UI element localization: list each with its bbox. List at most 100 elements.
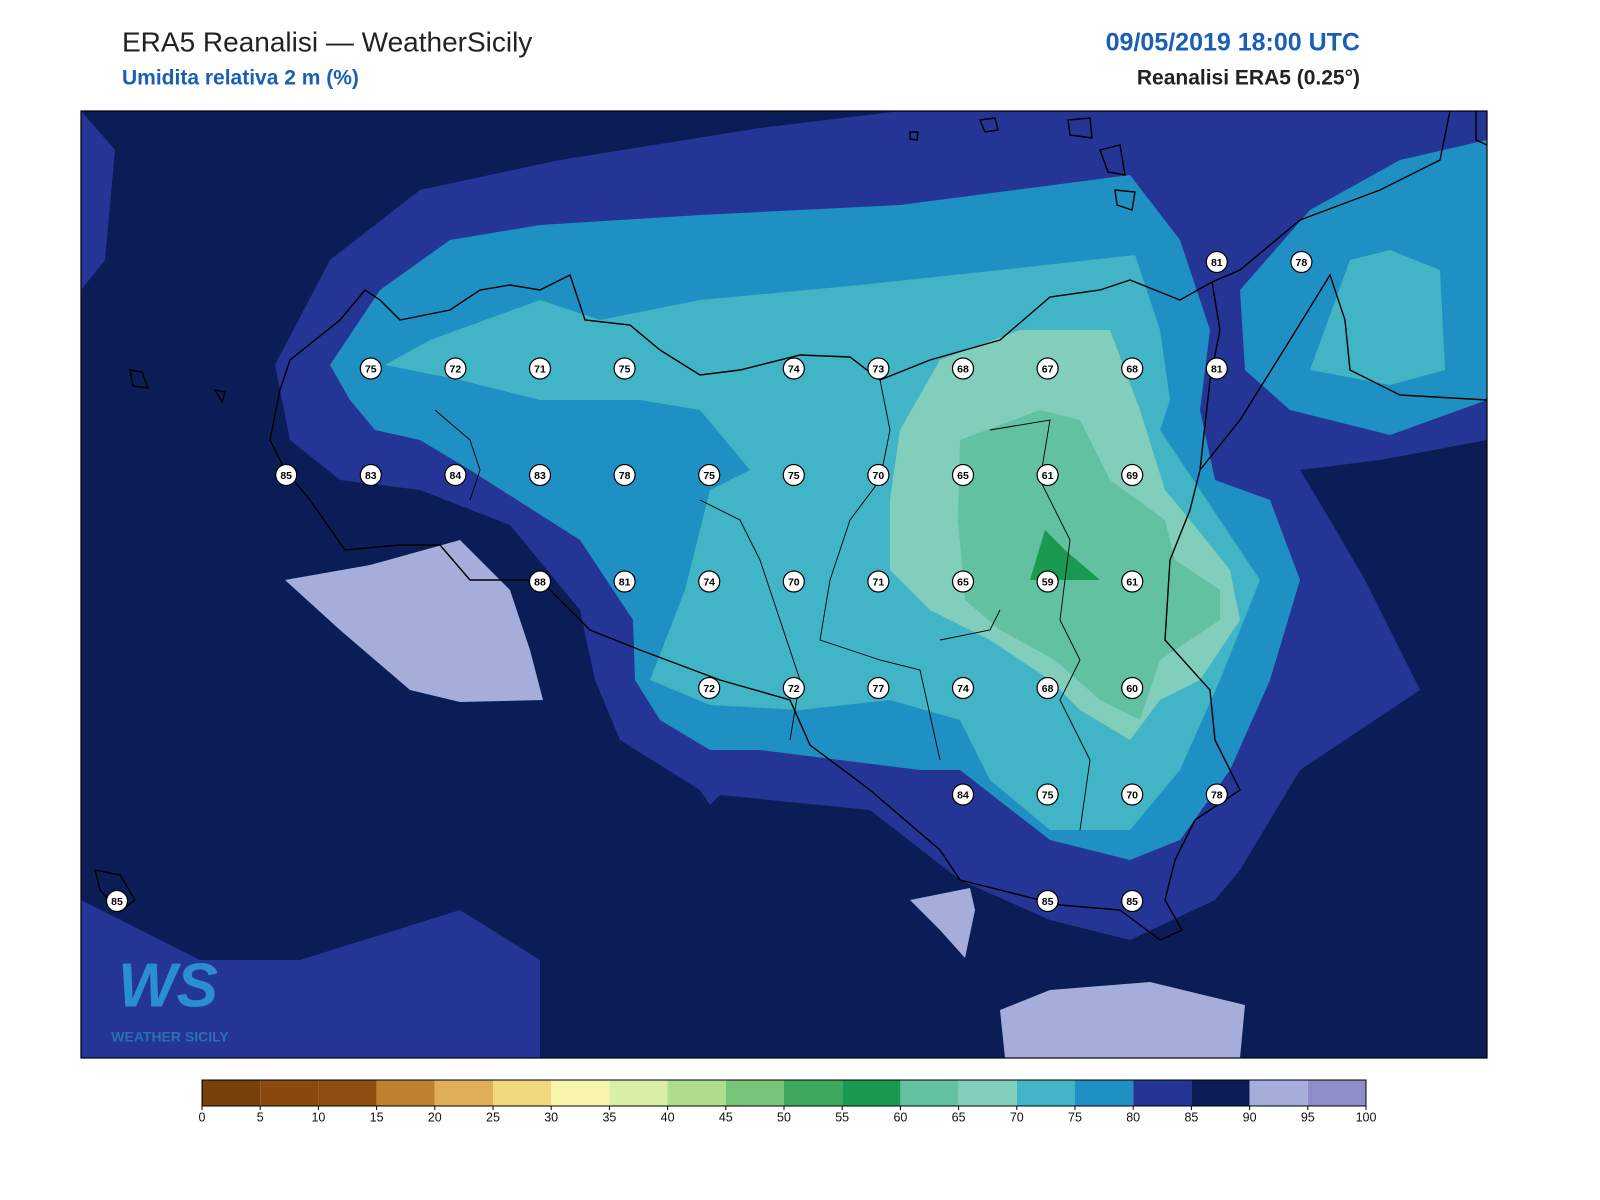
station-marker — [782, 463, 805, 487]
colorbar-bin — [318, 1080, 377, 1106]
station-marker — [444, 463, 467, 487]
station-value: 81 — [1211, 257, 1223, 269]
colorbar-bin — [202, 1080, 261, 1106]
station-value: 69 — [1126, 470, 1138, 482]
station-marker — [1036, 463, 1059, 487]
station-value: 73 — [873, 363, 885, 375]
colorbar-bin — [1191, 1080, 1250, 1106]
station-value: 75 — [788, 470, 800, 482]
station-marker — [1121, 676, 1144, 700]
station-marker — [275, 463, 298, 487]
colorbar-tick-label: 0 — [199, 1110, 206, 1124]
colorbar-tick-label: 90 — [1243, 1110, 1257, 1124]
station-value: 65 — [957, 576, 969, 588]
station-marker — [698, 463, 721, 487]
station-marker — [1205, 783, 1228, 806]
colorbar-tick-label: 20 — [428, 1110, 442, 1124]
station-marker — [444, 357, 467, 380]
station-value: 72 — [788, 683, 800, 695]
station-marker — [613, 463, 636, 487]
station-marker — [1036, 889, 1059, 913]
colorbar-tick-label: 100 — [1356, 1110, 1377, 1124]
colorbar-bin — [1016, 1080, 1075, 1106]
colorbar-bin — [260, 1080, 319, 1106]
station-marker — [867, 570, 890, 593]
station-marker — [359, 357, 382, 380]
colorbar-bin — [493, 1080, 552, 1106]
colorbar-tick-label: 85 — [1184, 1110, 1198, 1124]
station-value: 75 — [1042, 789, 1054, 801]
station-value: 81 — [619, 576, 631, 588]
station-value: 71 — [534, 363, 546, 375]
colorbar-bin — [376, 1080, 435, 1106]
colorbar-bin — [900, 1080, 959, 1106]
station-marker — [951, 783, 975, 806]
contour-region — [81, 111, 115, 290]
station-marker — [1121, 463, 1144, 487]
map-frame — [80, 110, 1488, 1059]
station-marker — [782, 676, 805, 700]
station-value: 74 — [703, 576, 715, 588]
colorbar-tick-label: 80 — [1126, 1110, 1140, 1124]
station-value: 67 — [1042, 363, 1054, 375]
contour-region — [910, 888, 975, 958]
station-marker — [613, 570, 636, 593]
station-value: 61 — [1126, 576, 1138, 588]
station-value: 59 — [1042, 576, 1054, 588]
station-value: 75 — [619, 363, 631, 375]
station-marker — [1036, 570, 1059, 593]
colorbar-tick-label: 70 — [1010, 1110, 1024, 1124]
station-value: 88 — [534, 576, 546, 588]
colorbar-bin — [434, 1080, 493, 1106]
colorbar-bin — [1307, 1080, 1366, 1106]
station-value: 68 — [957, 363, 969, 375]
station-marker — [951, 357, 975, 380]
station-value: 70 — [788, 576, 800, 588]
colorbar-bin — [1133, 1080, 1192, 1106]
station-value: 85 — [280, 470, 292, 482]
colorbar-bin — [1249, 1080, 1308, 1106]
station-value: 61 — [1042, 470, 1054, 482]
station-marker — [1036, 676, 1059, 700]
station-value: 84 — [957, 789, 969, 801]
colorbar-tick-label: 95 — [1301, 1110, 1315, 1124]
province-border — [434, 379, 1091, 831]
colorbar-bin — [609, 1080, 668, 1106]
station-marker — [105, 889, 129, 913]
station-marker — [951, 676, 975, 700]
station-marker — [867, 676, 890, 700]
colorbar-tick-label: 25 — [486, 1110, 500, 1124]
datetime: 09/05/2019 18:00 UTC — [1106, 29, 1360, 57]
station-value: 78 — [619, 470, 631, 482]
station-marker — [528, 357, 552, 380]
station-marker — [782, 570, 805, 593]
colorbar-bin — [725, 1080, 784, 1106]
station-marker — [359, 463, 382, 487]
station-value: 81 — [1211, 363, 1223, 375]
station-marker — [1205, 357, 1228, 380]
station-value: 65 — [957, 470, 969, 482]
title: ERA5 Reanalisi — WeatherSicily — [122, 26, 532, 57]
station-marker — [867, 463, 890, 487]
colorbar-bin — [1075, 1080, 1134, 1106]
contour-region — [1000, 982, 1245, 1058]
stations: 81 78 75 72 71 75 74 73 68 67 68 81 85 83 84 83 78 75 75 70… — [105, 250, 1313, 913]
colorbar-bin — [551, 1080, 610, 1106]
station-value: 74 — [957, 683, 969, 695]
contour-region — [1030, 530, 1100, 580]
station-value: 85 — [1042, 896, 1054, 908]
logo-mark: WS — [118, 951, 218, 1020]
logo-text: WEATHER SICILY — [111, 1029, 229, 1045]
island — [94, 117, 1136, 913]
coastline — [1199, 111, 1487, 471]
colorbar-tick-label: 50 — [777, 1110, 791, 1124]
colorbar-tick-label: 5 — [257, 1110, 264, 1124]
colorbar-tick-label: 30 — [544, 1110, 558, 1124]
colorbar-bin — [958, 1080, 1017, 1106]
colorbar-bin — [842, 1080, 901, 1106]
station-value: 75 — [365, 363, 377, 375]
station-value: 84 — [450, 470, 462, 482]
colorbar: 0 5 10 15 20 25 30 35 40 45 50 55 60 65 70 75 80 85 90 95 10… — [199, 1079, 1377, 1124]
station-marker — [1290, 250, 1313, 274]
